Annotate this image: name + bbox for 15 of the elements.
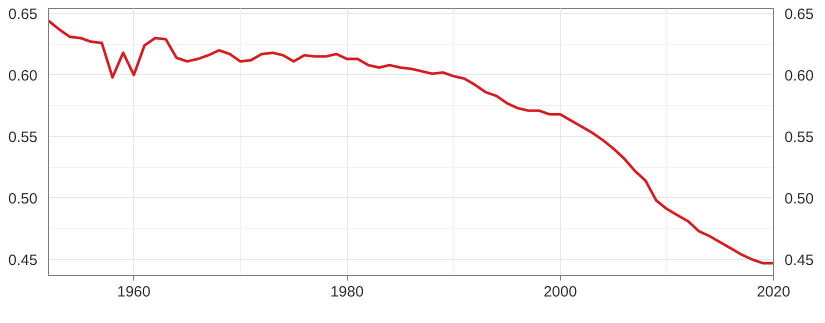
y-tick-label: 0.45 — [8, 252, 38, 270]
x-tick-label: 2000 — [544, 284, 577, 300]
y-tick-label: 0.60 — [8, 67, 38, 84]
y2-tick-label: 0.50 — [784, 190, 814, 208]
y2-tick-label: 0.60 — [784, 67, 814, 84]
y2-tick-label: 0.55 — [784, 128, 814, 146]
y2-tick-label: 0.65 — [784, 6, 814, 23]
y2-tick-label: 0.45 — [784, 252, 814, 270]
y-tick-label: 0.65 — [8, 6, 38, 23]
line-series — [48, 20, 774, 264]
x-tick-label: 2020 — [756, 284, 790, 300]
y-tick-label: 0.50 — [8, 190, 38, 208]
x-tick-label: 1980 — [330, 284, 364, 300]
x-tick-label: 1960 — [117, 284, 150, 300]
y-tick-label: 0.55 — [8, 128, 38, 146]
